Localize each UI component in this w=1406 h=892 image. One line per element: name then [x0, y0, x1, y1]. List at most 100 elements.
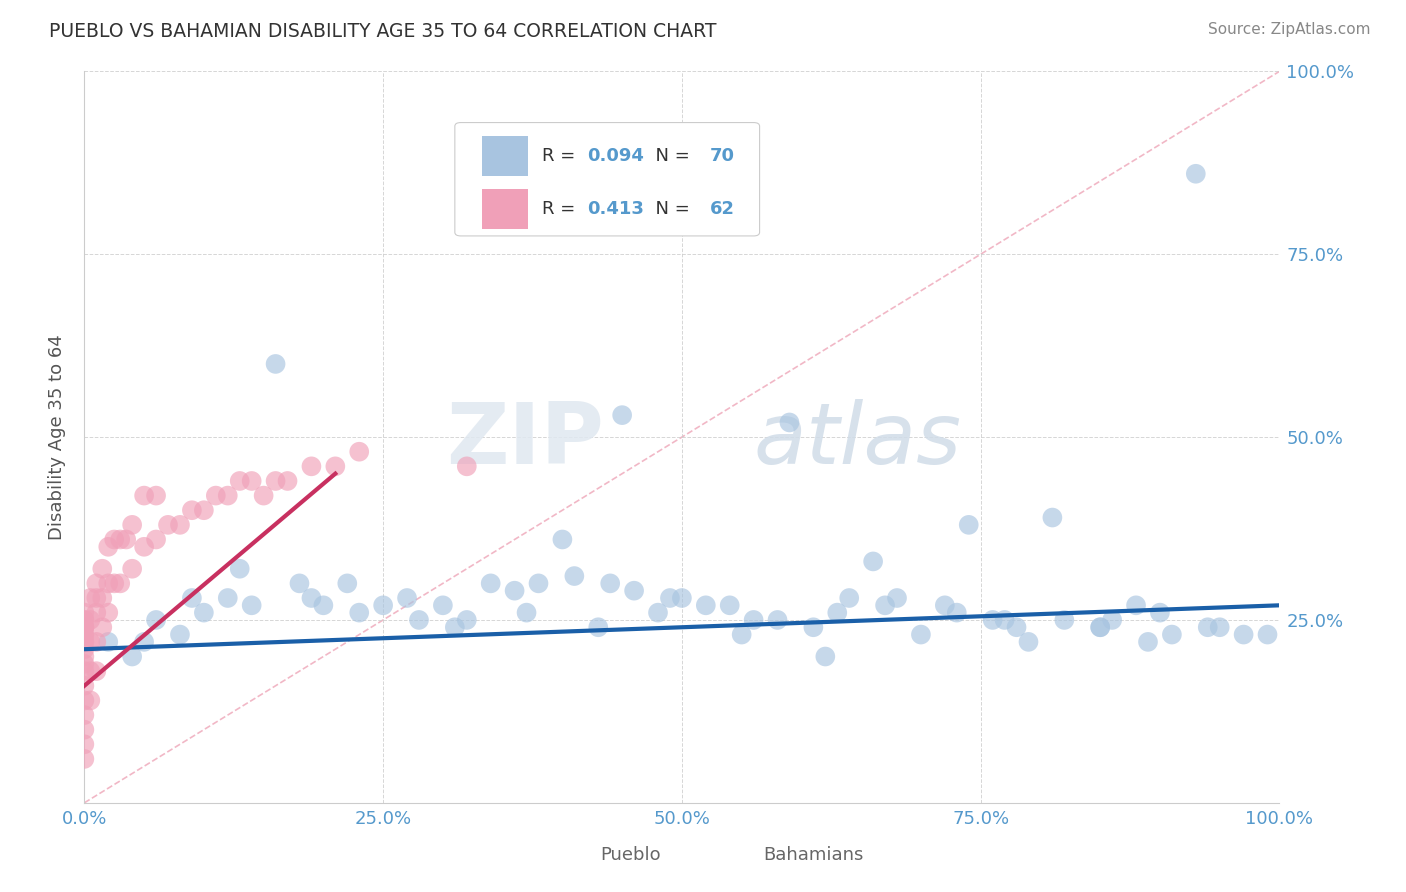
Point	[73, 613, 96, 627]
Point	[301, 459, 323, 474]
Point	[1197, 620, 1219, 634]
Point	[695, 599, 717, 613]
Point	[1101, 613, 1123, 627]
Point	[73, 627, 96, 641]
Point	[79, 613, 101, 627]
Point	[103, 533, 125, 547]
Y-axis label: Disability Age 35 to 64: Disability Age 35 to 64	[48, 334, 66, 540]
Point	[132, 540, 156, 554]
Point	[551, 533, 574, 547]
Point	[301, 591, 323, 605]
Point	[240, 599, 263, 613]
Point	[1257, 627, 1279, 641]
Point	[503, 583, 526, 598]
Text: PUEBLO VS BAHAMIAN DISABILITY AGE 35 TO 64 CORRELATION CHART: PUEBLO VS BAHAMIAN DISABILITY AGE 35 TO …	[49, 22, 717, 41]
Point	[910, 627, 932, 641]
Point	[73, 635, 96, 649]
Point	[946, 606, 969, 620]
Point	[957, 517, 980, 532]
Point	[336, 576, 359, 591]
Point	[312, 599, 335, 613]
Point	[73, 679, 96, 693]
Point	[456, 459, 478, 474]
Point	[132, 489, 156, 503]
Point	[73, 752, 96, 766]
Point	[73, 620, 96, 634]
Text: 0.413: 0.413	[588, 200, 644, 218]
Point	[277, 474, 299, 488]
Point	[264, 357, 287, 371]
Point	[875, 599, 897, 613]
Point	[91, 591, 114, 605]
Point	[612, 408, 634, 422]
Point	[516, 606, 538, 620]
Point	[588, 620, 610, 634]
Point	[132, 635, 156, 649]
Point	[229, 474, 252, 488]
Point	[731, 627, 754, 641]
Point	[79, 693, 101, 707]
Point	[73, 620, 96, 634]
Point	[73, 664, 96, 678]
Point	[181, 591, 204, 605]
Point	[86, 576, 108, 591]
Point	[86, 664, 108, 678]
Point	[229, 562, 252, 576]
Point	[814, 649, 837, 664]
Point	[91, 620, 114, 634]
Point	[110, 533, 132, 547]
Point	[659, 591, 682, 605]
Point	[264, 474, 287, 488]
Point	[169, 627, 191, 641]
Point	[103, 576, 125, 591]
Point	[766, 613, 789, 627]
Point	[827, 606, 849, 620]
Text: R =: R =	[543, 200, 581, 218]
Point	[479, 576, 502, 591]
Point	[349, 606, 371, 620]
Point	[623, 583, 645, 598]
Point	[91, 562, 114, 576]
Point	[1042, 510, 1064, 524]
Text: 70: 70	[710, 147, 734, 165]
Point	[1053, 613, 1076, 627]
Text: Bahamians: Bahamians	[763, 846, 863, 863]
Point	[349, 444, 371, 458]
Point	[1233, 627, 1256, 641]
Point	[803, 620, 825, 634]
Point	[1018, 635, 1040, 649]
Point	[73, 627, 96, 641]
Point	[157, 517, 180, 532]
Point	[97, 576, 120, 591]
Point	[145, 489, 167, 503]
Point	[86, 606, 108, 620]
Point	[193, 503, 215, 517]
Point	[73, 708, 96, 723]
Point	[408, 613, 430, 627]
Point	[1005, 620, 1028, 634]
Point	[647, 606, 669, 620]
Point	[934, 599, 956, 613]
Point	[718, 599, 741, 613]
Point	[288, 576, 311, 591]
Point	[994, 613, 1017, 627]
Point	[1137, 635, 1160, 649]
Text: 0.094: 0.094	[588, 147, 644, 165]
Bar	[557, 842, 592, 869]
Point	[564, 569, 586, 583]
Text: R =: R =	[543, 147, 581, 165]
Point	[742, 613, 765, 627]
Point	[121, 517, 143, 532]
Point	[671, 591, 693, 605]
Point	[73, 649, 96, 664]
Point	[73, 606, 96, 620]
Point	[73, 657, 96, 671]
Point	[432, 599, 454, 613]
Point	[217, 489, 239, 503]
Point	[79, 664, 101, 678]
Point	[79, 635, 101, 649]
Point	[838, 591, 860, 605]
Bar	[482, 136, 527, 176]
Point	[73, 642, 96, 657]
Point	[169, 517, 191, 532]
